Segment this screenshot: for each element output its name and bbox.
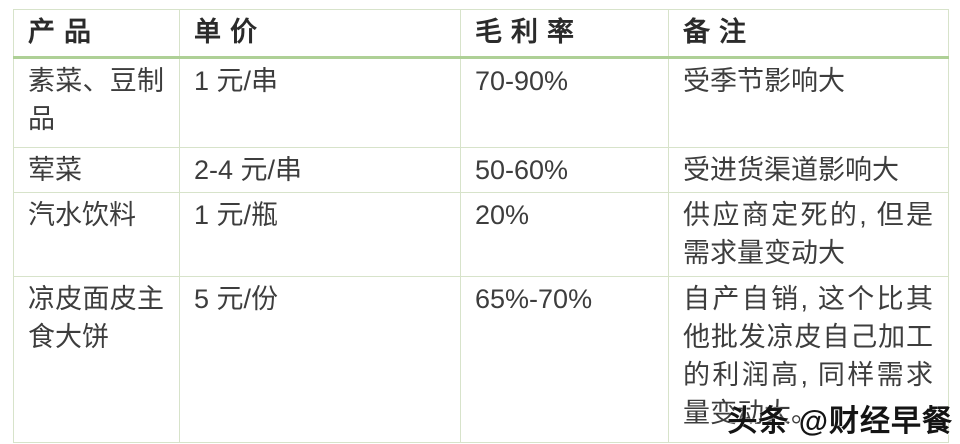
cell-price: 1 元/串 <box>179 57 461 148</box>
cell-margin: 50-60% <box>460 147 669 193</box>
col-header-note: 备注 <box>668 9 949 59</box>
cell-product: 荤菜 <box>13 147 180 193</box>
col-header-margin: 毛利率 <box>460 9 669 59</box>
col-header-product: 产品 <box>13 9 180 59</box>
cell-product: 凉皮面皮主食大饼 <box>13 276 180 443</box>
cell-note: 自产自销, 这个比其他批发凉皮自己加工的利润高, 同样需求量变动大。 <box>668 276 949 443</box>
cell-product: 素菜、豆制品 <box>13 57 180 148</box>
cell-product: 汽水饮料 <box>13 192 180 277</box>
table-row: 荤菜 2-4 元/串 50-60% 受进货渠道影响大 <box>13 147 949 193</box>
cell-margin: 70-90% <box>460 57 669 148</box>
cell-note: 供应商定死的, 但是需求量变动大 <box>668 192 949 277</box>
cell-margin: 20% <box>460 192 669 277</box>
watermark: 头条 @财经早餐 <box>727 405 953 438</box>
cell-price: 1 元/瓶 <box>179 192 461 277</box>
cell-note: 受进货渠道影响大 <box>668 147 949 193</box>
header-row: 产品 单价 毛利率 备注 <box>13 9 949 59</box>
cell-price: 2-4 元/串 <box>179 147 461 193</box>
cell-margin: 65%-70% <box>460 276 669 443</box>
product-margin-table: 产品 单价 毛利率 备注 素菜、豆制品 1 元/串 70-90% 受季节影响大 … <box>13 9 949 443</box>
col-header-price: 单价 <box>179 9 461 59</box>
table-row: 素菜、豆制品 1 元/串 70-90% 受季节影响大 <box>13 57 949 148</box>
cell-price: 5 元/份 <box>179 276 461 443</box>
cell-note: 受季节影响大 <box>668 57 949 148</box>
table-row: 凉皮面皮主食大饼 5 元/份 65%-70% 自产自销, 这个比其他批发凉皮自己… <box>13 276 949 443</box>
table-row: 汽水饮料 1 元/瓶 20% 供应商定死的, 但是需求量变动大 <box>13 192 949 277</box>
